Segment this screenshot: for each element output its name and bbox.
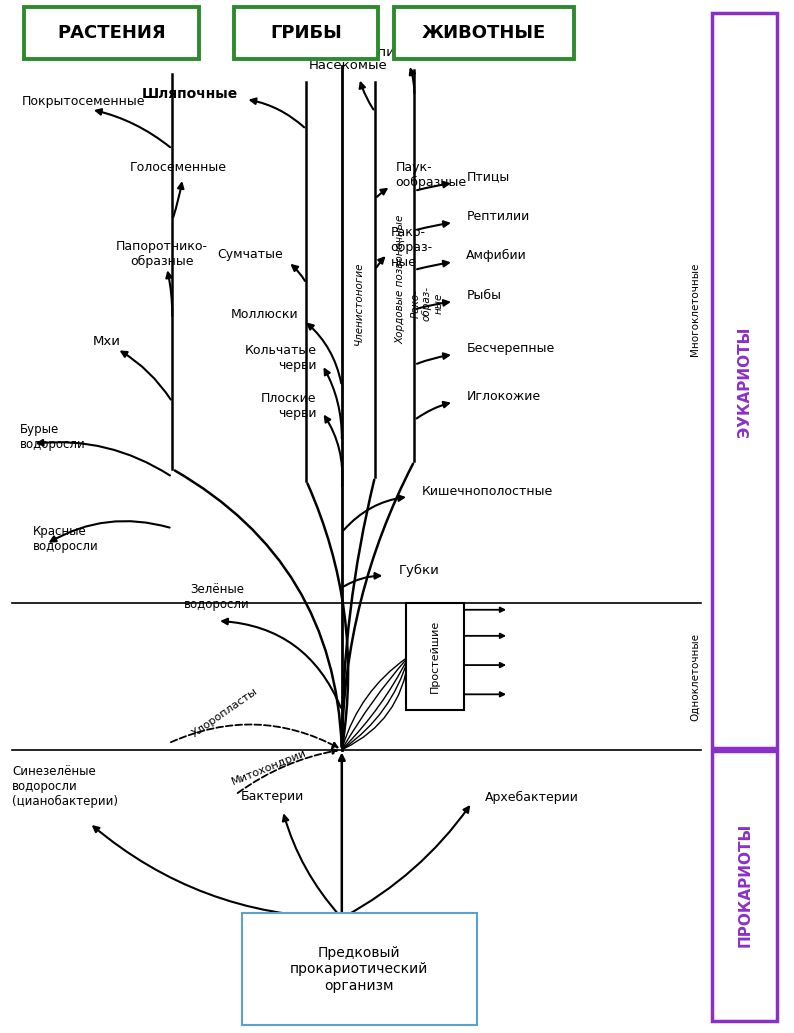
Text: ЭУКАРИОТЫ: ЭУКАРИОТЫ <box>737 326 752 437</box>
FancyBboxPatch shape <box>712 751 777 1021</box>
Text: Синезелёные
водоросли
(цианобактерии): Синезелёные водоросли (цианобактерии) <box>12 765 118 809</box>
Text: Красные
водоросли: Красные водоросли <box>33 525 98 553</box>
FancyBboxPatch shape <box>407 602 464 710</box>
Text: Хордовые позвоночные: Хордовые позвоночные <box>396 215 406 344</box>
FancyBboxPatch shape <box>242 913 476 1026</box>
Text: Членистоногие: Членистоногие <box>354 261 364 345</box>
Text: Папоротнико-
образные: Папоротнико- образные <box>116 240 208 269</box>
Text: ГРИБЫ: ГРИБЫ <box>271 24 342 41</box>
Text: ПРОКАРИОТЫ: ПРОКАРИОТЫ <box>737 823 752 947</box>
Text: Бактерии: Бактерии <box>241 789 304 803</box>
Text: Кишечнополостные: Кишечнополостные <box>422 484 553 498</box>
Text: ЖИВОТНЫЕ: ЖИВОТНЫЕ <box>422 24 545 41</box>
Text: Рептилии: Рептилии <box>466 210 530 223</box>
Text: Рако-
образ-
ные: Рако- образ- ные <box>410 285 444 320</box>
Text: Млекопитающие: Млекопитающие <box>333 45 453 58</box>
Text: Насекомые: Насекомые <box>309 59 387 72</box>
Text: Моллюски: Моллюски <box>231 309 299 321</box>
Text: Мхи: Мхи <box>93 335 121 347</box>
Text: Рыбы: Рыбы <box>466 288 501 302</box>
FancyBboxPatch shape <box>234 7 379 59</box>
Text: Амфибии: Амфибии <box>466 249 527 262</box>
Text: Зелёные
водоросли: Зелёные водоросли <box>184 584 250 612</box>
Text: Покрытосеменные: Покрытосеменные <box>21 95 145 108</box>
Text: Сумчатые: Сумчатые <box>217 248 283 260</box>
Text: Одноклеточные: Одноклеточные <box>690 632 700 721</box>
Text: Плоские
черви: Плоские черви <box>261 392 317 419</box>
Text: Хлоропласты: Хлоропласты <box>191 686 260 739</box>
Text: Простейшие: Простейшие <box>430 620 440 693</box>
Text: Шляпочные: Шляпочные <box>141 87 237 100</box>
Text: Губки: Губки <box>399 564 439 576</box>
FancyBboxPatch shape <box>24 7 199 59</box>
Text: Кольчатые
черви: Кольчатые черви <box>245 344 317 373</box>
Text: Птицы: Птицы <box>466 170 510 183</box>
Text: Многоклеточные: Многоклеточные <box>690 262 700 355</box>
Text: Предковый
прокариотический
организм: Предковый прокариотический организм <box>290 946 428 993</box>
FancyBboxPatch shape <box>394 7 573 59</box>
Text: Митохондрии: Митохондрии <box>230 748 308 787</box>
Text: Архебактерии: Архебактерии <box>485 790 579 804</box>
Text: РАСТЕНИЯ: РАСТЕНИЯ <box>57 24 166 41</box>
Text: Бесчерепные: Бесчерепные <box>466 343 555 355</box>
Text: Рако-
образ-
ные: Рако- образ- ные <box>391 226 433 270</box>
Text: Голосеменные: Голосеменные <box>129 161 226 174</box>
Text: Иглокожие: Иглокожие <box>466 389 541 403</box>
Text: Бурые
водоросли: Бурые водоросли <box>20 424 86 451</box>
Text: Паук-
ообразные: Паук- ообразные <box>395 161 467 189</box>
FancyBboxPatch shape <box>712 13 777 748</box>
